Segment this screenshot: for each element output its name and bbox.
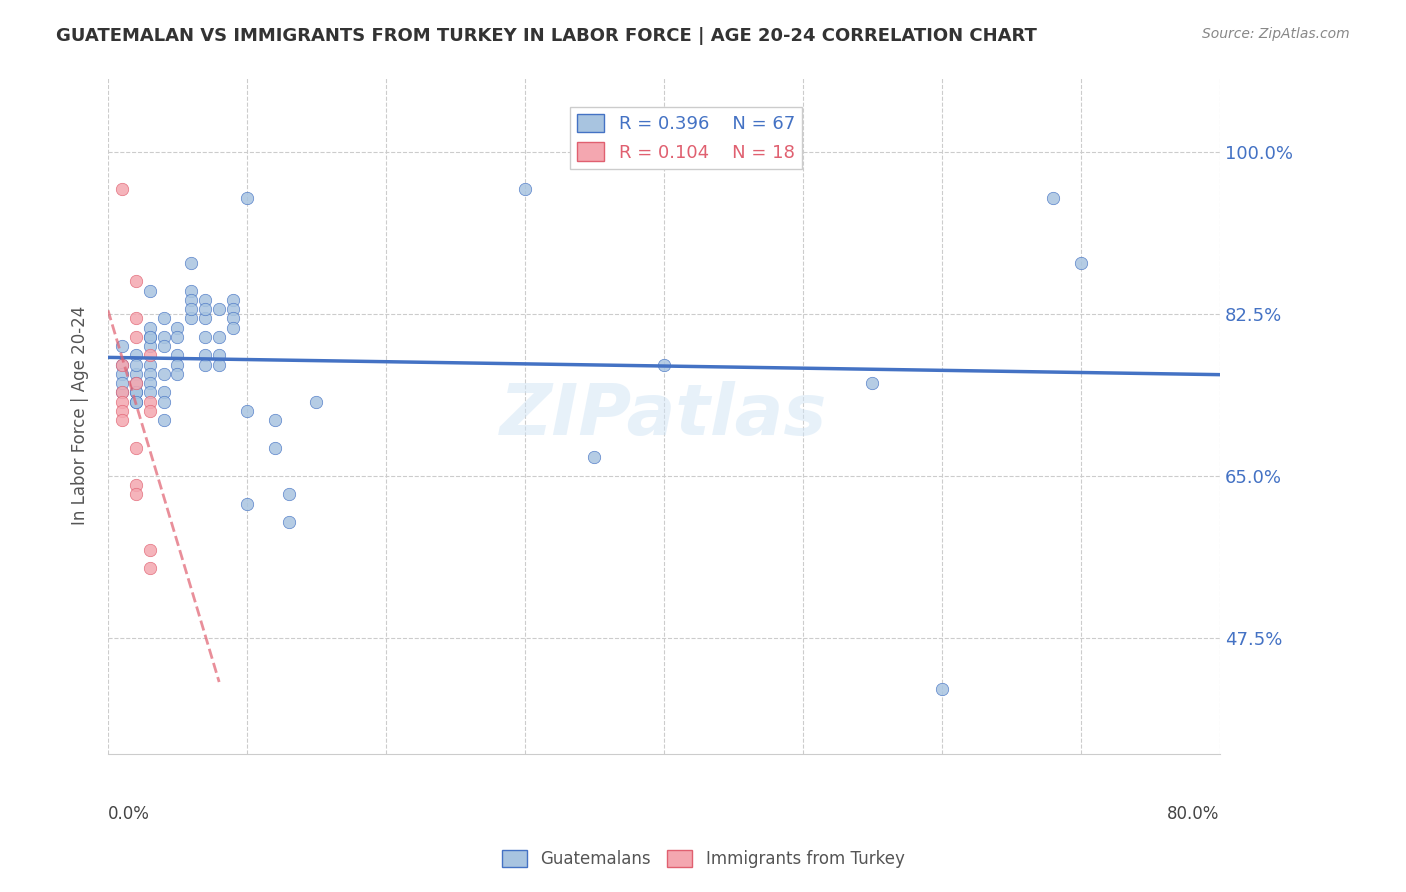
Point [138, 367, 160, 381]
Point [180, 311, 202, 326]
Point [152, 394, 174, 409]
Point [125, 487, 148, 501]
Point [111, 413, 134, 427]
Point [152, 339, 174, 353]
Point [111, 181, 134, 195]
Point [111, 376, 134, 391]
Text: 80.0%: 80.0% [1167, 805, 1220, 822]
Text: Source: ZipAtlas.com: Source: ZipAtlas.com [1202, 27, 1350, 41]
Point [166, 367, 188, 381]
Point [152, 367, 174, 381]
Point [180, 293, 202, 307]
Point [194, 348, 217, 362]
Point [152, 330, 174, 344]
Point [125, 311, 148, 326]
Point [263, 413, 285, 427]
Point [138, 320, 160, 334]
Point [194, 301, 217, 316]
Point [125, 478, 148, 492]
Point [180, 284, 202, 298]
Point [180, 256, 202, 270]
Point [125, 394, 148, 409]
Point [138, 284, 160, 298]
Point [1070, 256, 1092, 270]
Point [138, 404, 160, 418]
Point [513, 181, 536, 195]
Point [138, 348, 160, 362]
Point [236, 497, 259, 511]
Legend: Guatemalans, Immigrants from Turkey: Guatemalans, Immigrants from Turkey [495, 843, 911, 875]
Point [236, 404, 259, 418]
Point [138, 376, 160, 391]
Point [125, 367, 148, 381]
Legend: R = 0.396    N = 67, R = 0.104    N = 18: R = 0.396 N = 67, R = 0.104 N = 18 [569, 107, 803, 169]
Point [166, 330, 188, 344]
Text: 0.0%: 0.0% [108, 805, 150, 822]
Point [125, 330, 148, 344]
Point [138, 339, 160, 353]
Point [152, 311, 174, 326]
Point [194, 358, 217, 372]
Point [111, 385, 134, 400]
Point [138, 561, 160, 575]
Point [138, 394, 160, 409]
Point [125, 394, 148, 409]
Point [111, 385, 134, 400]
Point [208, 348, 231, 362]
Point [138, 330, 160, 344]
Point [1042, 191, 1064, 205]
Point [125, 348, 148, 362]
Y-axis label: In Labor Force | Age 20-24: In Labor Force | Age 20-24 [72, 306, 89, 525]
Point [138, 358, 160, 372]
Point [931, 681, 953, 696]
Text: ZIPatlas: ZIPatlas [501, 381, 828, 450]
Point [111, 358, 134, 372]
Text: GUATEMALAN VS IMMIGRANTS FROM TURKEY IN LABOR FORCE | AGE 20-24 CORRELATION CHAR: GUATEMALAN VS IMMIGRANTS FROM TURKEY IN … [56, 27, 1038, 45]
Point [222, 301, 245, 316]
Point [111, 339, 134, 353]
Point [277, 515, 299, 529]
Point [180, 301, 202, 316]
Point [111, 404, 134, 418]
Point [166, 320, 188, 334]
Point [125, 385, 148, 400]
Point [138, 385, 160, 400]
Point [125, 441, 148, 455]
Point [138, 330, 160, 344]
Point [263, 441, 285, 455]
Point [208, 330, 231, 344]
Point [125, 385, 148, 400]
Point [166, 358, 188, 372]
Point [583, 450, 606, 465]
Point [166, 348, 188, 362]
Point [111, 394, 134, 409]
Point [222, 320, 245, 334]
Point [236, 191, 259, 205]
Point [194, 293, 217, 307]
Point [111, 367, 134, 381]
Point [152, 385, 174, 400]
Point [208, 301, 231, 316]
Point [125, 376, 148, 391]
Point [194, 311, 217, 326]
Point [125, 376, 148, 391]
Point [208, 358, 231, 372]
Point [277, 487, 299, 501]
Point [305, 394, 328, 409]
Point [652, 358, 675, 372]
Point [152, 413, 174, 427]
Point [222, 311, 245, 326]
Point [138, 542, 160, 557]
Point [194, 330, 217, 344]
Point [860, 376, 883, 391]
Point [111, 358, 134, 372]
Point [125, 274, 148, 288]
Point [222, 293, 245, 307]
Point [125, 358, 148, 372]
